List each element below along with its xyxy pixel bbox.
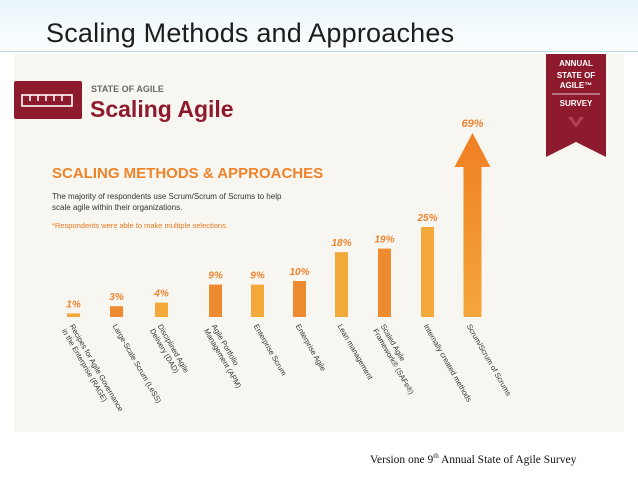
- category-label-scrum-scrum-of-scrums: Scrum/Scrum of Scrums: [465, 323, 514, 398]
- footnote: *Respondents were able to make multiple …: [52, 221, 228, 230]
- section-title: SCALING METHODS & APPROACHES: [52, 165, 323, 182]
- value-label-scaled-agile-framework-safe: 19%: [374, 235, 394, 246]
- brand-logo-block: [14, 81, 82, 119]
- badge-line-state-of: STATE OF: [557, 71, 595, 80]
- bar-large-scale-scrum-less: [110, 306, 123, 317]
- value-label-disciplined-agile-delivery-dad: 4%: [153, 289, 169, 300]
- value-label-scrum-scrum-of-scrums: 69%: [461, 118, 483, 130]
- value-label-agile-portfolio-management-apm: 9%: [208, 271, 223, 282]
- brand-heading: Scaling Agile: [90, 96, 234, 122]
- bar-internally-created-methods: [421, 227, 434, 317]
- title-rule: [0, 51, 638, 52]
- bar-scaled-agile-framework-safe: [378, 248, 391, 317]
- category-label-lean-management: Lean management: [336, 323, 376, 382]
- brand-kicker: STATE OF AGILE: [91, 84, 164, 94]
- badge-line-agile: AGILE™: [560, 81, 592, 90]
- value-label-enterprise-scrum: 9%: [250, 271, 265, 282]
- value-label-recipes-for-agile-governance-in-the-enterprise-rage: 1%: [66, 299, 81, 310]
- bar-lean-management: [335, 252, 348, 317]
- category-label-enterprise-scrum: Enterprise Scrum: [252, 323, 289, 378]
- bar-recipes-for-agile-governance-in-the-enterprise-rage: [67, 313, 80, 317]
- value-label-enterprise-agile: 10%: [289, 267, 309, 278]
- slide-header: Scaling Methods and Approaches: [0, 0, 638, 58]
- footer-caption: Version one 9th Annual State of Agile Su…: [370, 452, 576, 466]
- survey-badge: ANNUAL STATE OF AGILE™ SURVEY: [546, 54, 606, 157]
- description-line-2: scale agile within their organizations.: [52, 203, 182, 212]
- badge-v-mark-icon: [568, 117, 584, 128]
- badge-line-annual: ANNUAL: [559, 59, 593, 68]
- category-label-internally-created-methods: Internally created methods: [422, 323, 474, 404]
- infographic-svg: STATE OF AGILE Scaling Agile SCALING MET…: [14, 54, 606, 418]
- footer-caption-suffix: Annual State of Agile Survey: [438, 453, 577, 466]
- footer-caption-superscript: th: [433, 452, 439, 460]
- ruler-icon: [21, 94, 73, 107]
- value-label-large-scale-scrum-less: 3%: [109, 292, 124, 303]
- bar-enterprise-scrum: [251, 284, 264, 317]
- bar-disciplined-agile-delivery-dad: [155, 302, 168, 317]
- bar-enterprise-agile: [293, 281, 306, 317]
- infographic-panel: STATE OF AGILE Scaling Agile SCALING MET…: [14, 54, 624, 432]
- footer-caption-prefix: Version one 9: [370, 453, 434, 466]
- value-label-lean-management: 18%: [331, 238, 351, 249]
- slide-title: Scaling Methods and Approaches: [46, 18, 455, 48]
- category-label-disciplined-agile-delivery-dad: Disciplined AgileDelivery (DAD): [148, 323, 191, 379]
- bar-arrow-scrum-scrum-of-scrums: [454, 133, 491, 317]
- category-label-scaled-agile-framework-safe: Scaled AgileFramework® (SAFe®): [371, 323, 424, 397]
- bar-agile-portfolio-management-apm: [209, 284, 222, 317]
- category-label-agile-portfolio-management-apm: Agile PortfolioManagement (APM): [202, 323, 251, 391]
- badge-line-survey: SURVEY: [560, 99, 593, 108]
- category-label-enterprise-agile: Enterprise Agile: [294, 323, 328, 373]
- description-line-1: The majority of respondents use Scrum/Sc…: [52, 192, 282, 201]
- bar-group: 1% Recipes for Agile Governancein the Ent…: [60, 118, 514, 418]
- value-label-internally-created-methods: 25%: [416, 213, 437, 224]
- category-label-recipes-for-agile-governance-in-the-enterprise-rage: Recipes for Agile Governancein the Enter…: [60, 323, 125, 418]
